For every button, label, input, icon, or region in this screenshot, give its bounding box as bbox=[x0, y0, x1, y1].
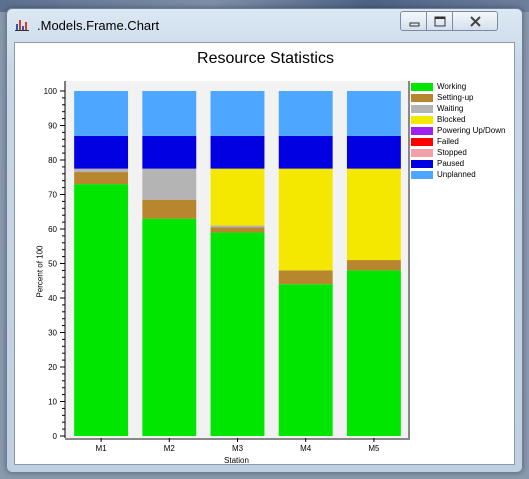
legend-label: Setting-up bbox=[437, 93, 474, 102]
y-tick-label: 80 bbox=[48, 156, 57, 165]
y-tick-label: 70 bbox=[48, 191, 57, 200]
bar-segment-paused-m5 bbox=[346, 135, 401, 169]
y-tick-label: 50 bbox=[48, 260, 57, 269]
bar-segment-paused-m2 bbox=[142, 135, 197, 169]
legend-label: Blocked bbox=[437, 115, 466, 124]
bar-segment-setting-up-m1 bbox=[74, 172, 129, 185]
maximize-icon bbox=[434, 16, 446, 27]
chart-title: Resource Statistics bbox=[197, 50, 334, 67]
legend-label: Stopped bbox=[437, 148, 467, 157]
legend-item: Setting-up bbox=[411, 92, 515, 103]
y-tick-label: 20 bbox=[48, 363, 57, 372]
chart-canvas: 0 10 20 30 40 50 60 70 80 90 100 M1 M2 M3 M4 M5 bbox=[44, 81, 401, 453]
legend-item: Waiting bbox=[411, 103, 515, 114]
legend-swatch bbox=[411, 148, 433, 157]
bar-segment-working-m5 bbox=[346, 270, 401, 436]
x-tick-label: M4 bbox=[300, 444, 312, 453]
legend-label: Working bbox=[437, 82, 467, 91]
bar-segment-paused-m1 bbox=[74, 135, 129, 169]
chart-panel: Resource Statistics 0 10 20 30 40 50 60 70 80 90 1… bbox=[14, 42, 515, 465]
bar-segment-setting-up-m5 bbox=[346, 260, 401, 271]
bar-segment-working-m2 bbox=[142, 218, 197, 436]
title-bar[interactable]: .Models.Frame.Chart bbox=[7, 9, 522, 39]
legend-label: Powering Up/Down bbox=[437, 126, 506, 135]
legend-label: Waiting bbox=[437, 104, 464, 113]
legend: Working Setting-up Waiting Blocked Powering … bbox=[411, 81, 515, 180]
x-tick-label: M3 bbox=[232, 444, 244, 453]
bar-chart-icon bbox=[15, 18, 31, 32]
legend-item: Blocked bbox=[411, 114, 515, 125]
minimize-button[interactable] bbox=[400, 11, 427, 31]
bar-segment-paused-m4 bbox=[278, 135, 333, 169]
maximize-button[interactable] bbox=[427, 11, 453, 31]
bar-segment-blocked-m3 bbox=[210, 168, 265, 226]
close-icon bbox=[470, 16, 481, 27]
legend-item: Working bbox=[411, 81, 515, 92]
legend-item: Unplanned bbox=[411, 169, 515, 180]
bar-segment-working-m4 bbox=[278, 284, 333, 436]
bar-segment-unplanned-m5 bbox=[346, 91, 401, 136]
y-tick-label: 100 bbox=[44, 87, 58, 96]
chart-window: .Models.Frame.Chart Resource Statistics … bbox=[6, 8, 523, 473]
x-axis-title: Station bbox=[224, 456, 249, 465]
bar-segment-setting-up-m2 bbox=[142, 199, 197, 219]
legend-swatch bbox=[411, 82, 433, 91]
window-title: .Models.Frame.Chart bbox=[37, 18, 160, 33]
legend-item: Failed bbox=[411, 136, 515, 147]
y-axis-title: Percent of 100 bbox=[35, 245, 45, 298]
bar-segment-unplanned-m3 bbox=[210, 91, 265, 136]
x-tick-label: M1 bbox=[96, 444, 108, 453]
legend-label: Failed bbox=[437, 137, 459, 146]
bar-segment-waiting-m1 bbox=[74, 168, 129, 173]
bar-segment-working-m3 bbox=[210, 232, 265, 436]
bar-segment-blocked-m4 bbox=[278, 168, 333, 271]
y-tick-label: 30 bbox=[48, 329, 57, 338]
legend-item: Paused bbox=[411, 158, 515, 169]
bar-segment-waiting-m2 bbox=[142, 168, 197, 200]
legend-swatch bbox=[411, 137, 433, 146]
y-tick-label: 60 bbox=[48, 225, 57, 234]
bar-segment-setting-up-m3 bbox=[210, 227, 265, 233]
bar-segment-unplanned-m4 bbox=[278, 91, 333, 136]
legend-swatch bbox=[411, 126, 433, 135]
bar-segment-waiting-m3 bbox=[210, 225, 265, 228]
legend-item: Stopped bbox=[411, 147, 515, 158]
bar-segment-working-m1 bbox=[74, 184, 129, 436]
legend-swatch bbox=[411, 159, 433, 168]
y-tick-label: 40 bbox=[48, 294, 57, 303]
bar-segment-unplanned-m1 bbox=[74, 91, 129, 136]
bar-segment-paused-m3 bbox=[210, 135, 265, 169]
legend-item: Powering Up/Down bbox=[411, 125, 515, 136]
bar-segment-unplanned-m2 bbox=[142, 91, 197, 136]
legend-swatch bbox=[411, 170, 433, 179]
x-tick-label: M5 bbox=[368, 444, 380, 453]
legend-label: Unplanned bbox=[437, 170, 476, 179]
bar-segment-setting-up-m4 bbox=[278, 270, 333, 285]
legend-swatch bbox=[411, 104, 433, 113]
y-tick-label: 10 bbox=[48, 398, 57, 407]
y-tick-label: 0 bbox=[53, 432, 58, 441]
close-button[interactable] bbox=[453, 11, 498, 31]
x-tick-label: M2 bbox=[164, 444, 176, 453]
y-tick-label: 90 bbox=[48, 122, 57, 131]
legend-swatch bbox=[411, 93, 433, 102]
legend-label: Paused bbox=[437, 159, 465, 168]
minimize-icon bbox=[409, 22, 420, 27]
legend-swatch bbox=[411, 115, 433, 124]
bar-segment-blocked-m5 bbox=[346, 168, 401, 261]
